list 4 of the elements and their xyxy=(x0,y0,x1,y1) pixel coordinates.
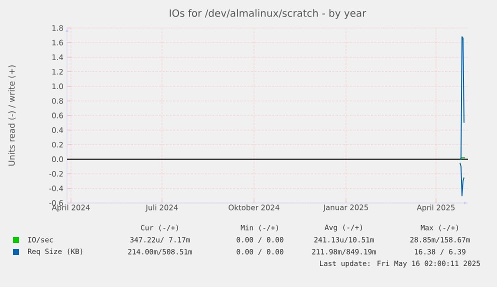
line-series xyxy=(460,36,465,160)
line-series xyxy=(460,162,465,196)
y-axis-title: Units read (-) / write (+) xyxy=(8,65,16,166)
chart-title: IOs for /dev/almalinux/scratch - by year xyxy=(170,9,366,19)
